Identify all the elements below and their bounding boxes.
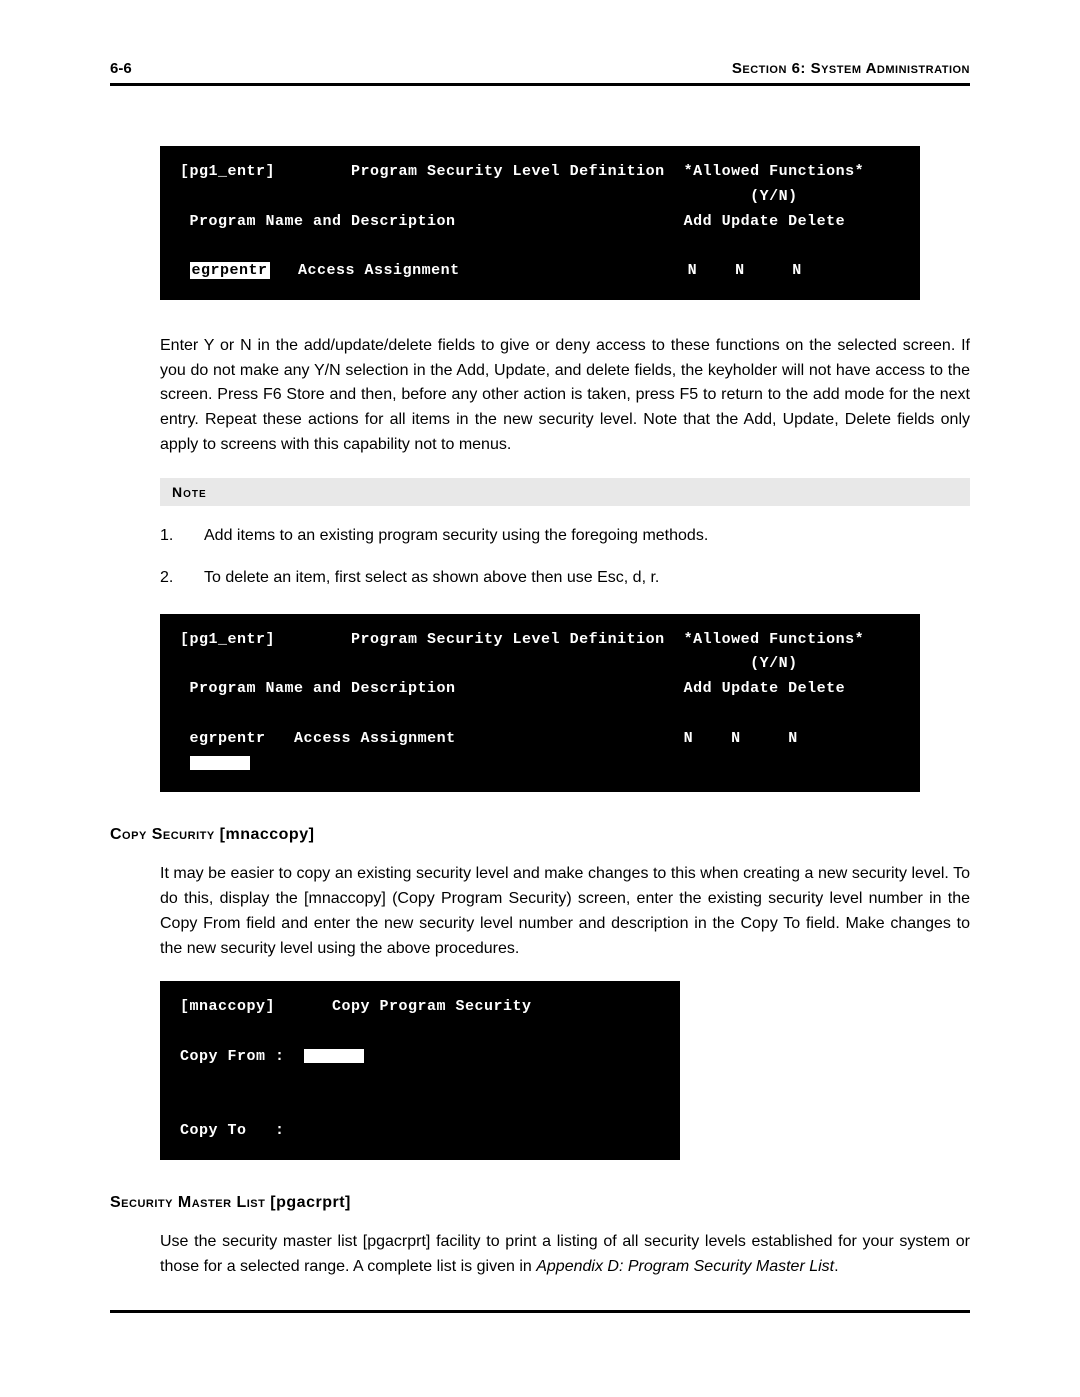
list-text: To delete an item, first select as shown… — [204, 566, 659, 590]
terminal-screenshot-1: [pg1_entr] Program Security Level Defini… — [160, 146, 920, 300]
page-header: 6-6 Section 6: System Administration — [110, 60, 970, 86]
paragraph-instructions: Enter Y or N in the add/update/delete fi… — [110, 334, 970, 458]
list-item: 1. Add items to an existing program secu… — [160, 524, 970, 548]
list-number: 2. — [160, 566, 180, 590]
cursor-block — [304, 1049, 364, 1063]
list-number: 1. — [160, 524, 180, 548]
list-item: 2. To delete an item, first select as sh… — [160, 566, 970, 590]
paragraph-master: Use the security master list [pgacrprt] … — [110, 1230, 970, 1280]
numbered-list: 1. Add items to an existing program secu… — [110, 524, 970, 590]
terminal-screenshot-3: [mnaccopy] Copy Program Security Copy Fr… — [160, 981, 680, 1160]
heading-copy-security: Copy Security [mnaccopy] — [110, 826, 970, 844]
list-text: Add items to an existing program securit… — [204, 524, 708, 548]
highlighted-program: egrpentr — [190, 262, 270, 279]
section-title: Section 6: System Administration — [732, 60, 970, 77]
page-number: 6-6 — [110, 60, 132, 77]
cursor-block — [190, 756, 250, 770]
footer-rule — [110, 1310, 970, 1313]
appendix-reference: Appendix D: Program Security Master List — [536, 1258, 834, 1275]
paragraph-copy: It may be easier to copy an existing sec… — [110, 862, 970, 961]
terminal-screenshot-2: [pg1_entr] Program Security Level Defini… — [160, 614, 920, 793]
heading-master-list: Security Master List [pgacrprt] — [110, 1194, 970, 1212]
note-header: Note — [160, 478, 970, 506]
